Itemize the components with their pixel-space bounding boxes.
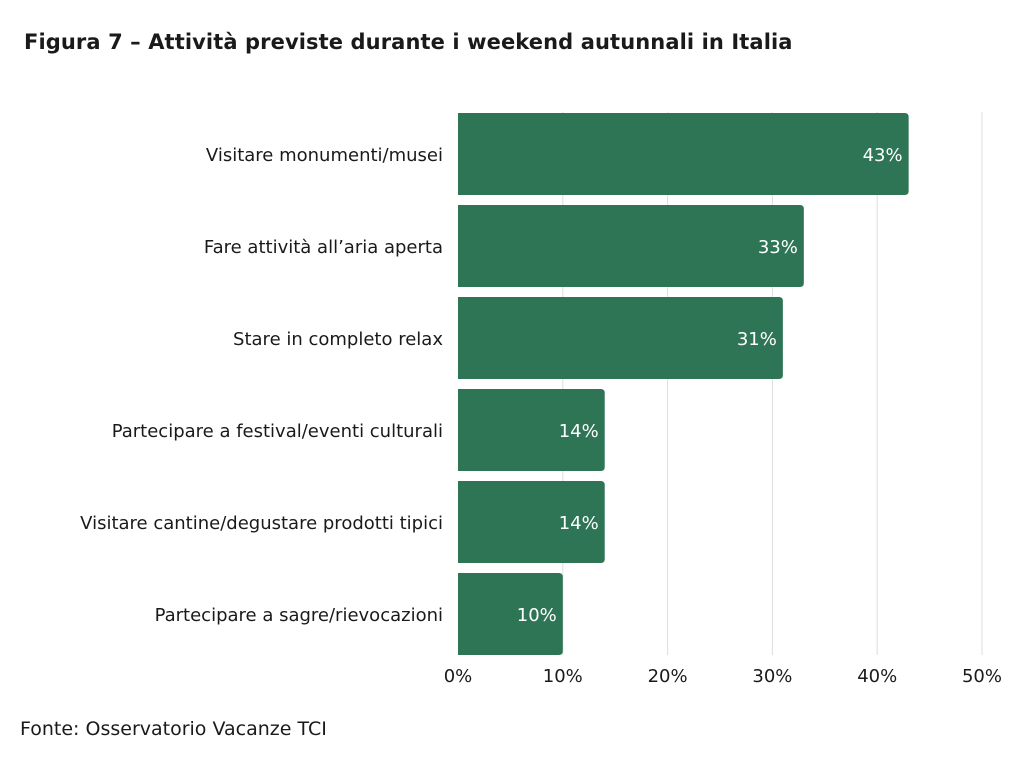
x-tick-label: 40% [857, 666, 897, 687]
bar-6 [458, 573, 563, 655]
category-labels: Visitare monumenti/musei Fare attività al… [80, 145, 443, 626]
category-label: Partecipare a sagre/rievocazioni [155, 605, 443, 626]
bar-value-label: 14% [559, 421, 599, 442]
x-tick-label: 0% [444, 666, 473, 687]
bar-value-label: 31% [737, 329, 777, 350]
category-label: Visitare cantine/degustare prodotti tipi… [80, 513, 443, 534]
x-tick-label: 30% [752, 666, 792, 687]
bar-3 [458, 297, 783, 379]
bars: 43% 33% 31% 14% 14% 10% [458, 113, 909, 655]
bar-value-label: 43% [863, 145, 903, 166]
bar-value-label: 10% [517, 605, 557, 626]
bar-value-label: 14% [559, 513, 599, 534]
x-tick-label: 10% [543, 666, 583, 687]
gridlines [562, 112, 983, 655]
x-axis-tick-labels: 0% 10% 20% 30% 40% 50% [444, 666, 1002, 687]
bar-5 [458, 481, 605, 563]
x-tick-label: 20% [648, 666, 688, 687]
bar-4 [458, 389, 605, 471]
bar-2 [458, 205, 804, 287]
category-label: Stare in completo relax [233, 329, 443, 350]
x-tick-label: 50% [962, 666, 1002, 687]
category-label: Partecipare a festival/eventi culturali [112, 421, 443, 442]
category-label: Visitare monumenti/musei [206, 145, 443, 166]
bar-1 [458, 113, 909, 195]
bar-value-label: 33% [758, 237, 798, 258]
category-label: Fare attività all’aria aperta [204, 237, 443, 258]
chart-source: Fonte: Osservatorio Vacanze TCI [20, 718, 327, 740]
chart-title: Figura 7 – Attività previste durante i w… [24, 30, 793, 54]
